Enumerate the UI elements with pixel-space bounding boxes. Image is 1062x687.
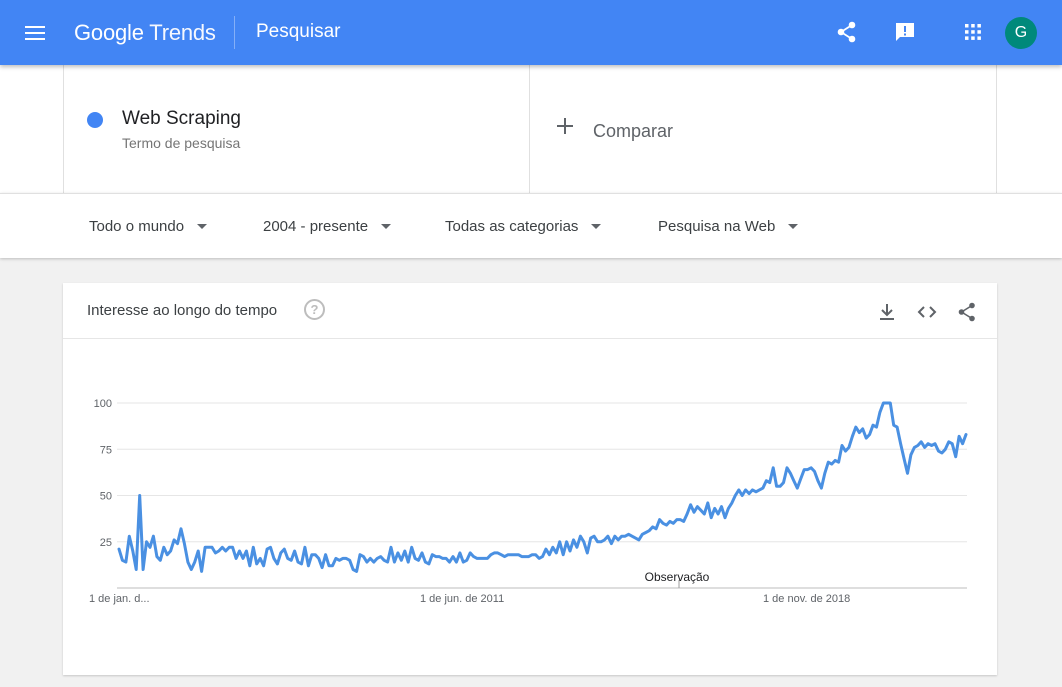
app-bar: Google Trends Pesquisar G [0, 0, 1062, 65]
search-terms-panel: Web Scraping Termo de pesquisa Comparar [0, 65, 1062, 193]
share-icon[interactable] [832, 17, 862, 47]
term-subtitle: Termo de pesquisa [122, 135, 241, 151]
chevron-down-icon [381, 224, 392, 229]
period-dropdown[interactable]: 2004 - presente [263, 218, 392, 235]
share-icon[interactable] [955, 300, 979, 324]
interest-over-time-card: Interesse ao longo do tempo ? 25 50 75 100 … [63, 283, 997, 675]
y-tick-label: 75 [100, 444, 112, 456]
x-tick-label: 1 de jun. de 2011 [420, 593, 504, 605]
filter-bar: Todo o mundo 2004 - presente Todas as ca… [0, 193, 1062, 258]
appbar-divider [234, 16, 235, 49]
period-label: 2004 - presente [263, 218, 369, 235]
y-tick-label: 50 [100, 491, 112, 503]
interest-line-chart: 25 50 75 100 1 de jan. d... 1 de jun. de 201… [89, 398, 968, 605]
annotation-label[interactable]: Observação [645, 570, 710, 584]
x-tick-label: 1 de jan. d... [89, 593, 150, 605]
chevron-down-icon [197, 224, 208, 229]
search-type-label: Pesquisa na Web [658, 218, 776, 235]
chevron-down-icon [591, 224, 602, 229]
menu-icon[interactable] [22, 20, 48, 46]
series-line-web-scraping [117, 401, 968, 573]
download-icon[interactable] [875, 300, 899, 324]
logo-google-text: Google [74, 20, 144, 45]
page-title: Pesquisar [256, 21, 341, 42]
region-dropdown[interactable]: Todo o mundo [89, 218, 208, 235]
compare-button[interactable]: Comparar [530, 65, 997, 193]
compare-label: Comparar [593, 121, 674, 141]
google-trends-logo[interactable]: Google Trends [74, 20, 216, 46]
region-label: Todo o mundo [89, 218, 185, 235]
x-tick-label: 1 de nov. de 2018 [763, 593, 850, 605]
term-name[interactable]: Web Scraping [122, 108, 241, 129]
feedback-icon[interactable] [890, 17, 920, 47]
chevron-down-icon [788, 224, 799, 229]
embed-code-icon[interactable] [915, 300, 939, 324]
card-title: Interesse ao longo do tempo [87, 302, 278, 319]
term-color-dot [87, 112, 103, 128]
help-icon[interactable]: ? [304, 299, 325, 320]
plus-icon [556, 117, 574, 135]
y-tick-label: 25 [100, 537, 112, 549]
search-term-card[interactable]: Web Scraping Termo de pesquisa [63, 65, 530, 193]
logo-trends-text: Trends [149, 20, 216, 45]
y-tick-label: 100 [94, 398, 112, 410]
search-type-dropdown[interactable]: Pesquisa na Web [658, 218, 799, 235]
apps-icon[interactable] [958, 17, 988, 47]
category-dropdown[interactable]: Todas as categorias [445, 218, 602, 235]
card-header: Interesse ao longo do tempo ? [63, 283, 997, 339]
avatar[interactable]: G [1005, 17, 1037, 49]
category-label: Todas as categorias [445, 218, 579, 235]
